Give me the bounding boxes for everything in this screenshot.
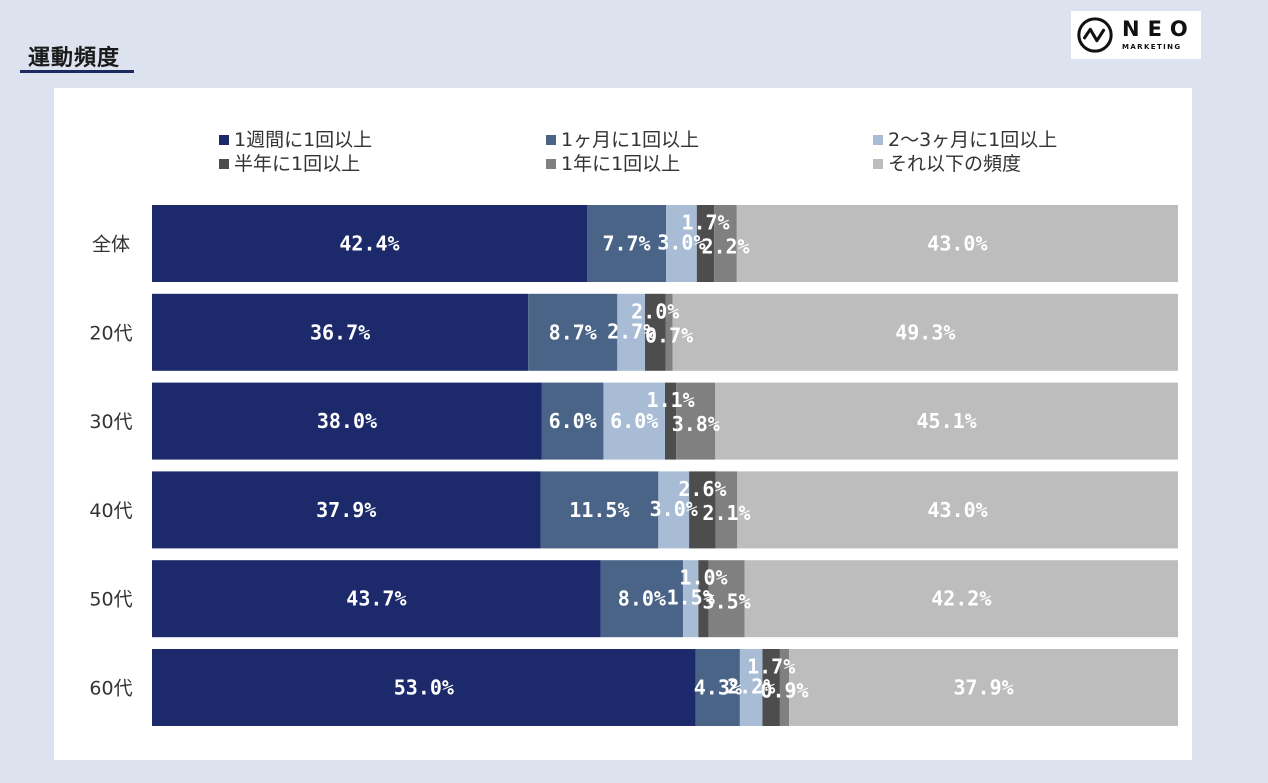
category-label-4: 40代 xyxy=(89,500,132,522)
data-label-row1-seg1: 42.4% xyxy=(339,232,399,256)
bar-row3-seg6 xyxy=(715,382,1178,460)
bar-row2-seg6 xyxy=(672,293,1178,371)
bar-row4-seg5 xyxy=(715,471,738,549)
data-label-row1-seg3: 3.0% xyxy=(657,231,705,255)
category-label-3: 30代 xyxy=(89,411,132,433)
bar-row3-seg2 xyxy=(541,382,604,460)
data-label-row4-seg6: 43.0% xyxy=(928,498,988,522)
bar-row1-seg1 xyxy=(152,205,588,282)
logo-sub-text: MARKETING xyxy=(1122,43,1182,51)
legend-label-4: 半年に1回以上 xyxy=(234,153,360,175)
data-label-row4-seg5: 2.1% xyxy=(702,501,750,525)
data-label-row5-seg2: 8.0% xyxy=(618,587,666,611)
category-label-6: 60代 xyxy=(89,678,132,700)
bar-row4-seg4 xyxy=(689,471,716,549)
data-label-row3-seg1: 38.0% xyxy=(317,409,377,433)
bar-row5-seg6 xyxy=(744,560,1178,638)
bar-row6-seg6 xyxy=(789,649,1178,726)
data-label-row2-seg1: 36.7% xyxy=(310,320,370,344)
data-label-row5-seg1: 43.7% xyxy=(346,587,406,611)
data-label-row1-seg6: 43.0% xyxy=(927,232,987,256)
bar-row2-seg3 xyxy=(617,293,646,371)
title-underline xyxy=(20,70,134,73)
bar-row6-seg1 xyxy=(152,649,696,726)
data-label-row6-seg3: 2.2% xyxy=(727,675,775,699)
legend-label-6: それ以下の頻度 xyxy=(888,153,1021,175)
category-label-5: 50代 xyxy=(89,589,132,611)
bar-row1-seg6 xyxy=(736,205,1178,282)
data-label-row2-seg2: 8.7% xyxy=(549,320,597,344)
data-label-row3-seg2: 6.0% xyxy=(549,409,597,433)
data-label-row2-seg4: 2.0% xyxy=(631,299,679,323)
data-label-row6-seg6: 37.9% xyxy=(953,676,1013,700)
data-label-row1-seg2: 7.7% xyxy=(602,232,650,256)
data-label-row6-seg4: 1.7% xyxy=(747,655,795,679)
bar-row5-seg3 xyxy=(682,560,699,638)
bar-row5-seg1 xyxy=(152,560,601,638)
data-label-row4-seg3: 3.0% xyxy=(650,497,698,521)
data-label-row5-seg5: 3.5% xyxy=(703,590,751,614)
legend-swatch-5 xyxy=(546,159,556,169)
bar-row2-seg4 xyxy=(645,293,666,371)
data-label-row3-seg5: 3.8% xyxy=(672,412,720,436)
bar-row4-seg6 xyxy=(737,471,1178,549)
category-label-1: 全体 xyxy=(92,234,130,256)
logo-main-text: NEO xyxy=(1122,17,1196,41)
logo: NEO MARKETING xyxy=(1071,11,1201,59)
data-label-row6-seg2: 4.3% xyxy=(694,676,742,700)
bar-row6-seg2 xyxy=(695,649,740,726)
legend-swatch-6 xyxy=(873,159,883,169)
bar-row5-seg5 xyxy=(708,560,745,638)
category-label-2: 20代 xyxy=(89,322,132,344)
data-label-row5-seg6: 42.2% xyxy=(931,587,991,611)
legend-swatch-4 xyxy=(219,159,229,169)
bar-row1-seg4 xyxy=(696,205,715,282)
data-label-row6-seg5: 0.9% xyxy=(760,679,808,703)
bar-row3-seg4 xyxy=(665,382,677,460)
bar-row4-seg1 xyxy=(152,471,541,549)
legend-label-2: 1ヶ月に1回以上 xyxy=(561,129,699,151)
bar-row1-seg2 xyxy=(587,205,667,282)
legend-label-1: 1週間に1回以上 xyxy=(234,129,372,151)
bar-row2-seg1 xyxy=(152,293,529,371)
neo-logo-icon xyxy=(1077,17,1113,53)
bar-row4-seg2 xyxy=(540,471,659,549)
legend-swatch-3 xyxy=(873,135,883,145)
bar-row3-seg3 xyxy=(603,382,665,460)
data-label-row4-seg2: 11.5% xyxy=(569,498,629,522)
data-label-row1-seg4: 1.7% xyxy=(681,211,729,235)
bar-row6-seg4 xyxy=(762,649,780,726)
bar-row1-seg5 xyxy=(714,205,737,282)
chart-panel: 1週間に1回以上 1ヶ月に1回以上 2〜3ヶ月に1回以上半年に1回以上 1年に1回以上… xyxy=(54,88,1192,760)
bar-row2-seg2 xyxy=(528,293,618,371)
data-label-row3-seg3: 6.0% xyxy=(610,409,658,433)
data-label-row4-seg1: 37.9% xyxy=(316,498,376,522)
data-label-row1-seg5: 2.2% xyxy=(701,235,749,259)
bar-row1-seg3 xyxy=(666,205,697,282)
legend-swatch-1 xyxy=(219,135,229,145)
bar-row3-seg1 xyxy=(152,382,542,460)
bar-row4-seg3 xyxy=(658,471,690,549)
bar-row5-seg2 xyxy=(600,560,683,638)
legend-swatch-2 xyxy=(546,135,556,145)
data-label-row3-seg6: 45.1% xyxy=(917,409,977,433)
data-label-row2-seg5: 0.7% xyxy=(645,323,693,347)
bar-row6-seg5 xyxy=(779,649,790,726)
legend-label-3: 2〜3ヶ月に1回以上 xyxy=(888,129,1057,151)
data-label-row3-seg4: 1.1% xyxy=(647,388,695,412)
bar-row6-seg3 xyxy=(739,649,763,726)
page-title: 運動頻度 xyxy=(28,46,121,71)
data-label-row2-seg6: 49.3% xyxy=(895,320,955,344)
data-label-row6-seg1: 53.0% xyxy=(394,676,454,700)
data-label-row5-seg4: 1.0% xyxy=(679,566,727,590)
data-label-row5-seg3: 1.5% xyxy=(667,586,715,610)
bar-row2-seg5 xyxy=(665,293,673,371)
bar-row3-seg5 xyxy=(676,382,716,460)
bar-row5-seg4 xyxy=(698,560,709,638)
data-label-row4-seg4: 2.6% xyxy=(678,477,726,501)
data-label-row2-seg3: 2.7% xyxy=(607,319,655,343)
legend-label-5: 1年に1回以上 xyxy=(561,153,680,175)
